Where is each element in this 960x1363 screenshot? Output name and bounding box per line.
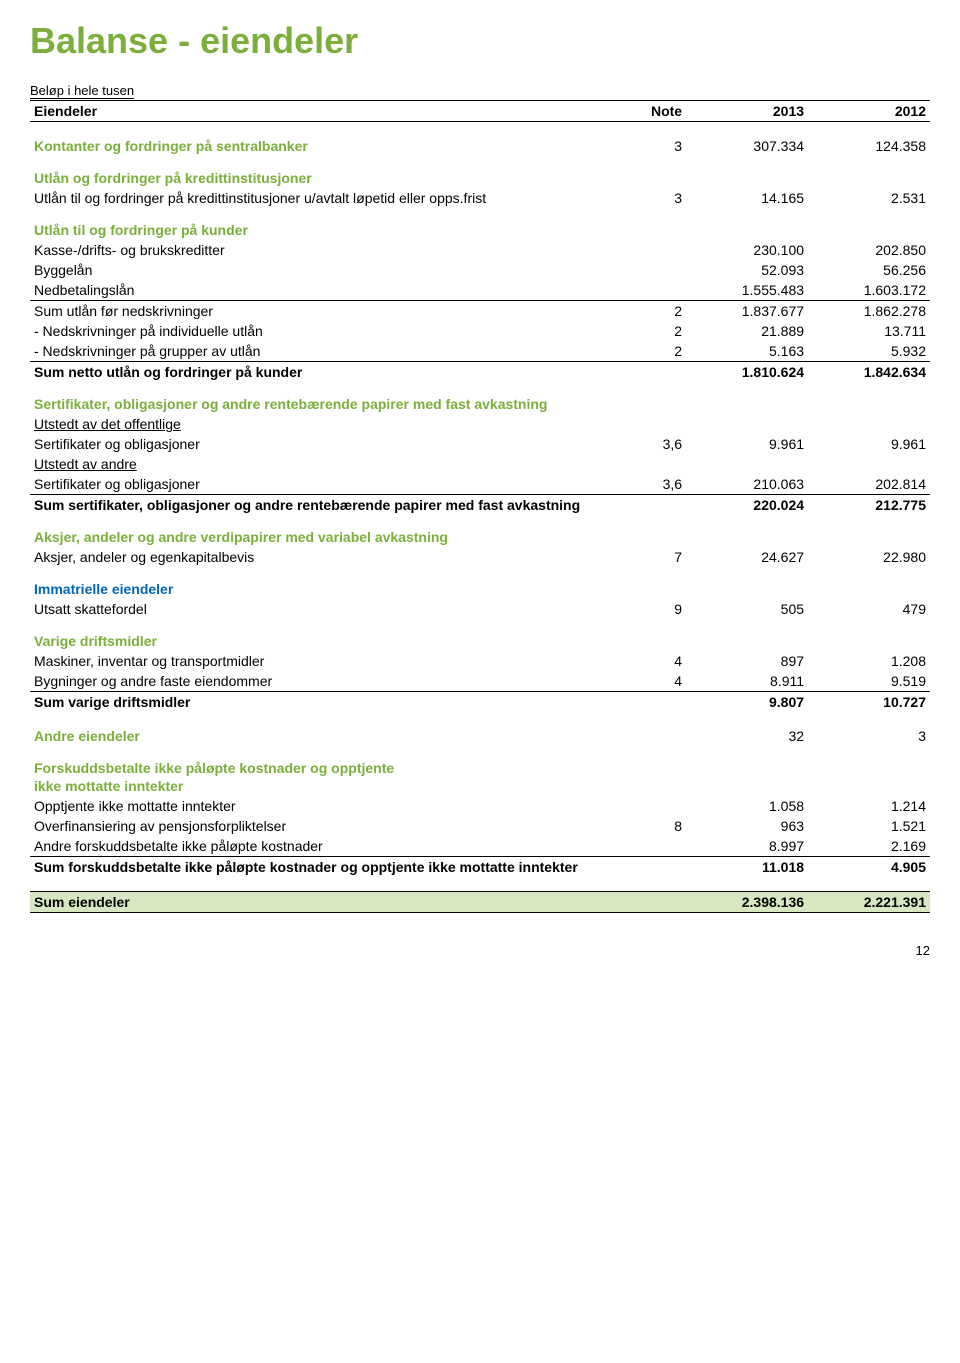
section-kreditt: Utlån og fordringer på kredittinstitusjo…	[30, 156, 930, 188]
table-row: Utsatt skattefordel9505479	[30, 599, 930, 619]
section-aksjer: Aksjer, andeler og andre verdipapirer me…	[30, 515, 930, 547]
section-forskudd2: ikke mottatte inntekter	[30, 776, 930, 796]
table-row: Kontanter og fordringer på sentralbanker…	[30, 136, 930, 156]
hdr-note: Note	[609, 101, 686, 122]
table-row: Sertifikater og obligasjoner3,69.9619.96…	[30, 434, 930, 454]
table-row: Kasse-/drifts- og brukskreditter230.1002…	[30, 240, 930, 260]
table-header-row: Eiendeler Note 2013 2012	[30, 101, 930, 122]
hdr-assets: Eiendeler	[30, 101, 609, 122]
table-row: Andre forskuddsbetalte ikke påløpte kost…	[30, 836, 930, 857]
hdr-2012: 2012	[808, 101, 930, 122]
balance-table: Eiendeler Note 2013 2012 Kontanter og fo…	[30, 100, 930, 913]
table-row: - Nedskrivninger på individuelle utlån22…	[30, 321, 930, 341]
table-row: Utlån til og fordringer på kredittinstit…	[30, 188, 930, 208]
sum-row: Sum sertifikater, obligasjoner og andre …	[30, 495, 930, 516]
table-row: Sertifikater og obligasjoner3,6210.06320…	[30, 474, 930, 495]
section-immatrielle: Immatrielle eiendeler	[30, 567, 930, 599]
sum-row: Sum varige driftsmidler 9.807 10.727	[30, 692, 930, 713]
table-row: Opptjente ikke mottatte inntekter1.0581.…	[30, 796, 930, 816]
sum-row: Sum netto utlån og fordringer på kunder …	[30, 362, 930, 383]
kontanter-label: Kontanter og fordringer på sentralbanker	[30, 136, 609, 156]
section-varige: Varige driftsmidler	[30, 619, 930, 651]
section-kunder: Utlån til og fordringer på kunder	[30, 208, 930, 240]
units-note: Beløp i hele tusen	[30, 83, 134, 99]
table-row: Andre eiendeler 32 3	[30, 726, 930, 746]
table-row: Nedbetalingslån1.555.4831.603.172	[30, 280, 930, 301]
section-forskudd1: Forskuddsbetalte ikke påløpte kostnader …	[30, 746, 930, 776]
table-row: Byggelån52.09356.256	[30, 260, 930, 280]
section-sertifikater: Sertifikater, obligasjoner og andre rent…	[30, 382, 930, 414]
table-row: Aksjer, andeler og egenkapitalbevis724.6…	[30, 547, 930, 567]
table-row: - Nedskrivninger på grupper av utlån25.1…	[30, 341, 930, 362]
hdr-2013: 2013	[686, 101, 808, 122]
table-row: Overfinansiering av pensjonsforpliktelse…	[30, 816, 930, 836]
sum-row: Sum forskuddsbetalte ikke påløpte kostna…	[30, 857, 930, 878]
total-row: Sum eiendeler 2.398.136 2.221.391	[30, 892, 930, 913]
table-row: Maskiner, inventar og transportmidler489…	[30, 651, 930, 671]
table-row: Sum utlån før nedskrivninger21.837.6771.…	[30, 301, 930, 322]
page-number: 12	[30, 943, 930, 958]
page-title: Balanse - eiendeler	[30, 20, 930, 62]
andre-eiendeler: Andre eiendeler	[30, 726, 609, 746]
table-row: Bygninger og andre faste eiendommer48.91…	[30, 671, 930, 692]
